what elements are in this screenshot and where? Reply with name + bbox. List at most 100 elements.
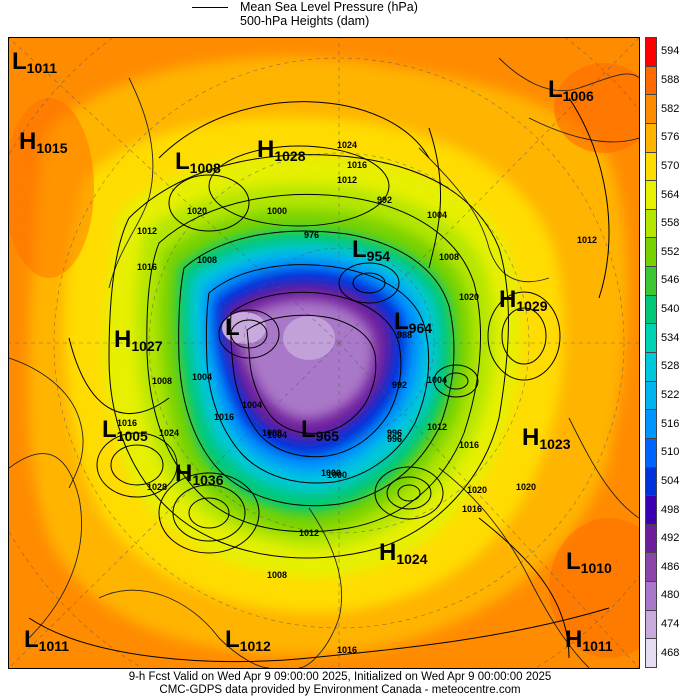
colorbar-label: 510	[661, 446, 680, 459]
contour-label: 1000	[267, 206, 287, 216]
contour-label: 1016	[137, 262, 157, 272]
contour-label: 1016	[459, 440, 479, 450]
pressure-center-low: L1005	[102, 416, 148, 445]
contour-label: 988	[397, 330, 412, 340]
pressure-center-low: L965	[301, 416, 340, 445]
colorbar-swatch	[645, 266, 657, 296]
colorbar-swatch	[645, 466, 657, 497]
height-field-480	[237, 299, 375, 420]
isobar-labels: 1024 1016 1012 992 1020 1000 1004 1008 1…	[117, 140, 597, 655]
contour-label: 1012	[427, 422, 447, 432]
contour-label: 1024	[159, 428, 179, 438]
pressure-center-low: L964	[394, 308, 433, 337]
colorbar-label: 570	[661, 159, 680, 172]
pressure-center-high: H1015	[19, 128, 68, 157]
colorbar-label: 546	[661, 274, 680, 287]
contour-label: 996	[387, 434, 402, 444]
pressure-center-low: L1011	[12, 48, 58, 77]
contour-label: 1000	[327, 470, 347, 480]
contour-label: 1012	[137, 226, 157, 236]
height-field-474-core	[222, 312, 266, 344]
contour-label: 1008	[267, 570, 287, 580]
mslp-legend-label: Mean Sea Level Pressure (hPa)	[240, 0, 418, 14]
colorbar-swatch	[645, 94, 657, 124]
map-footer: 9-h Fcst Valid on Wed Apr 9 09:00:00 202…	[0, 671, 680, 697]
colorbar-label: 534	[661, 331, 680, 344]
contour-label: 992	[377, 195, 392, 205]
contour-label: 1016	[347, 160, 367, 170]
pressure-center-high: H1027	[114, 326, 163, 355]
colorbar-swatch	[645, 352, 657, 382]
colorbar-label: 576	[661, 131, 680, 144]
colorbar-swatch	[645, 294, 657, 325]
colorbar-swatch	[645, 180, 657, 210]
coastlines	[9, 57, 639, 668]
colorbar-swatch	[645, 65, 657, 96]
isobars	[28, 97, 610, 663]
colorbar-swatch	[645, 409, 657, 439]
colorbar-swatch	[645, 237, 657, 268]
colorbar-label: 540	[661, 303, 680, 316]
map-legend: Mean Sea Level Pressure (hPa) 500-hPa He…	[190, 0, 490, 34]
colorbar-swatch	[645, 380, 657, 411]
colorbar-label: 504	[661, 474, 680, 487]
colorbar-swatch	[645, 523, 657, 554]
contour-label: 1004	[192, 372, 212, 382]
pressure-center-high: H1023	[522, 424, 571, 453]
contour-label: 1004	[242, 400, 262, 410]
colorbar-label: 522	[661, 388, 680, 401]
colorbar-swatch	[645, 122, 657, 153]
colorbar-swatch	[645, 552, 657, 583]
pressure-center-high: H1029	[499, 286, 548, 315]
colorbar-label: 552	[661, 245, 680, 258]
contour-label: 1008	[152, 376, 172, 386]
contour-label: 1016	[117, 418, 137, 428]
pressure-center-low: L1012	[225, 626, 271, 655]
contour-label: 1016	[214, 412, 234, 422]
contour-label: 1012	[299, 528, 319, 538]
colorbar-swatch	[645, 609, 657, 640]
colorbar-label: 516	[661, 417, 680, 430]
colorbar-label: 474	[661, 618, 680, 631]
forecast-valid-text: 9-h Fcst Valid on Wed Apr 9 09:00:00 202…	[128, 671, 552, 683]
contour-label: 1020	[459, 292, 479, 302]
contour-label: 1012	[577, 235, 597, 245]
colorbar-label: 480	[661, 589, 680, 602]
colorbar-swatch	[645, 208, 657, 239]
pressure-center-low: L1006	[548, 76, 594, 105]
pressure-center-high: H1011	[565, 626, 613, 655]
height-field-474-core-2	[283, 316, 335, 360]
colorbar-label: 528	[661, 360, 680, 373]
colorbar-swatch	[645, 151, 657, 182]
colorbar-swatch	[645, 437, 657, 468]
contour-label: 1008	[262, 428, 282, 438]
pressure-center-low: L954	[352, 236, 391, 265]
data-credit-text: CMC-GDPS data provided by Environment Ca…	[159, 684, 521, 696]
mslp-line-sample	[192, 7, 228, 8]
heights-legend-label: 500-hPa Heights (dam)	[240, 14, 370, 28]
heights-colorbar: 594 588 582 576 570 564 558 552 546 540 534 528 522 5…	[645, 37, 680, 668]
contour-label: 1004	[427, 375, 447, 385]
colorbar-label: 582	[661, 102, 680, 115]
colorbar-swatch	[645, 323, 657, 353]
contour-label: 1028	[147, 482, 167, 492]
contour-label: 1020	[516, 482, 536, 492]
contour-label: 1004	[267, 430, 287, 440]
pressure-center-high: H1028	[257, 136, 306, 165]
contour-label: 1008	[439, 252, 459, 262]
colorbar-label: 594	[661, 45, 680, 58]
colorbar-swatch	[645, 581, 657, 611]
contour-label: 992	[392, 380, 407, 390]
contour-label: 1000	[321, 468, 341, 478]
colorbar-label: 486	[661, 560, 680, 573]
colorbar-label: 492	[661, 532, 680, 545]
pressure-center-high: H1024	[379, 539, 428, 568]
pressure-center-low: L1008	[175, 148, 221, 177]
contour-label: 1016	[337, 645, 357, 655]
height-field-warm-ne	[554, 63, 639, 153]
contour-label: 996	[387, 428, 402, 438]
contour-label: 1012	[337, 175, 357, 185]
polar-weather-map: 1024 1016 1012 992 1020 1000 1004 1008 1…	[8, 37, 640, 669]
colorbar-label: 498	[661, 503, 680, 516]
map-canvas: 1024 1016 1012 992 1020 1000 1004 1008 1…	[9, 38, 639, 668]
